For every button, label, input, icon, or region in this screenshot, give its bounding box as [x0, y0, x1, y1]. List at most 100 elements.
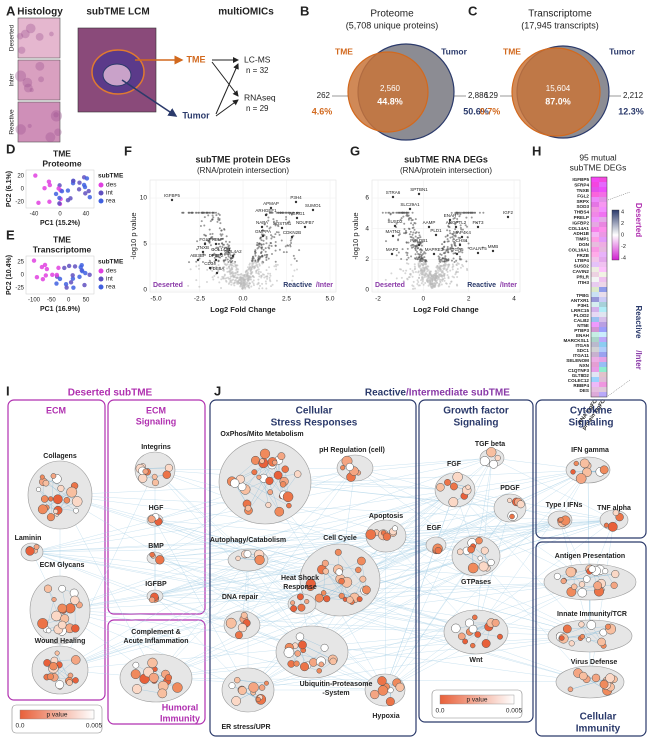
edge — [302, 644, 333, 660]
label: SUSD2 — [387, 219, 403, 224]
label: ARHGEF1 — [255, 208, 277, 213]
node — [265, 501, 272, 508]
volcano-dot — [286, 221, 289, 224]
pca-dot — [68, 280, 74, 285]
volcano-dot — [259, 255, 262, 258]
volcano-dot — [407, 241, 410, 244]
volcano-dot — [211, 232, 214, 235]
label: NDUFB7 — [296, 220, 314, 225]
volcano-dot — [257, 270, 260, 273]
heatmap-cell — [599, 252, 607, 257]
gene-dot — [391, 234, 395, 238]
volcano-dot — [254, 249, 257, 252]
heatmap-cell — [599, 207, 607, 212]
volcano-dot — [410, 222, 413, 225]
volcano-dot — [427, 269, 430, 272]
heatmap-cell — [599, 242, 607, 247]
volcano-dot — [293, 257, 296, 260]
label: ITGA11 — [573, 353, 589, 358]
volcano-dot — [273, 236, 276, 239]
pca-dot — [70, 273, 75, 278]
label: Cellular — [580, 712, 617, 723]
label: C — [468, 3, 478, 18]
node — [322, 568, 329, 575]
volcano-dot — [285, 211, 288, 214]
edge — [154, 519, 249, 691]
node — [259, 448, 271, 459]
volcano-dot — [217, 216, 220, 219]
volcano-dot — [209, 220, 212, 223]
volcano-dot — [224, 252, 227, 255]
volcano-dot — [275, 219, 278, 222]
volcano-dot — [418, 266, 421, 269]
node — [71, 655, 81, 665]
volcano-dot — [264, 247, 267, 250]
volcano-dot — [467, 211, 470, 214]
volcano-dot — [262, 243, 265, 246]
node — [304, 598, 310, 605]
volcano-dot — [457, 250, 460, 253]
node — [57, 620, 67, 630]
volcano-dot — [226, 250, 229, 253]
label: -2 — [621, 244, 626, 250]
volcano-dot — [215, 246, 218, 249]
heatmap-cell — [591, 332, 599, 337]
label: 0 — [58, 212, 62, 218]
label: -50 — [47, 298, 56, 304]
label: -5.0 — [150, 296, 162, 303]
volcano-dot — [418, 253, 421, 256]
colorbar — [611, 209, 620, 261]
edge — [154, 489, 456, 597]
label: Proteome — [370, 9, 414, 20]
volcano-dot — [419, 261, 422, 264]
label: TNXB — [576, 188, 589, 193]
volcano-dot — [206, 268, 209, 271]
volcano-dot — [203, 211, 206, 214]
edge — [31, 535, 387, 553]
pca-dot — [80, 269, 85, 274]
label: 4 — [621, 209, 624, 215]
label: RNAseq — [244, 92, 276, 102]
label: -40 — [30, 212, 39, 218]
volcano-dot — [289, 243, 292, 246]
label: 0 — [143, 287, 147, 294]
label: COL14A1 — [211, 247, 231, 252]
node — [297, 603, 306, 612]
node — [579, 633, 586, 640]
node — [570, 469, 576, 475]
label: IGFBP5 — [572, 177, 589, 182]
node — [314, 593, 324, 603]
node — [49, 662, 58, 671]
volcano-dot — [207, 240, 210, 243]
node — [320, 590, 327, 596]
volcano-dot — [228, 270, 231, 273]
node — [553, 572, 561, 580]
heatmap-cell — [591, 212, 599, 217]
volcano-dot — [415, 245, 418, 248]
volcano-dot — [431, 274, 434, 277]
volcano-dot — [459, 224, 462, 227]
volcano-dot — [263, 222, 266, 225]
node — [494, 454, 501, 462]
volcano-dot — [274, 260, 277, 263]
volcano-dot — [438, 282, 441, 285]
gene-dot — [261, 234, 265, 238]
volcano-dot — [252, 279, 255, 282]
edge — [154, 469, 591, 637]
volcano-dot — [456, 211, 459, 214]
volcano-dot — [244, 282, 247, 285]
label: 5 — [143, 241, 147, 248]
volcano-dot — [440, 273, 443, 276]
label: Laminin — [15, 535, 42, 542]
volcano-dot — [216, 220, 219, 223]
label: p value — [47, 712, 68, 719]
label: ENAH — [576, 333, 590, 338]
volcano-dot — [223, 261, 226, 264]
volcano-dot — [446, 249, 449, 252]
heatmap-cell — [599, 392, 607, 397]
label: IGFBP2 — [572, 220, 589, 225]
volcano-dot — [229, 259, 232, 262]
label: MAP2 — [386, 247, 399, 252]
label: (17,945 transcripts) — [521, 20, 599, 30]
volcano-dot — [213, 256, 216, 259]
